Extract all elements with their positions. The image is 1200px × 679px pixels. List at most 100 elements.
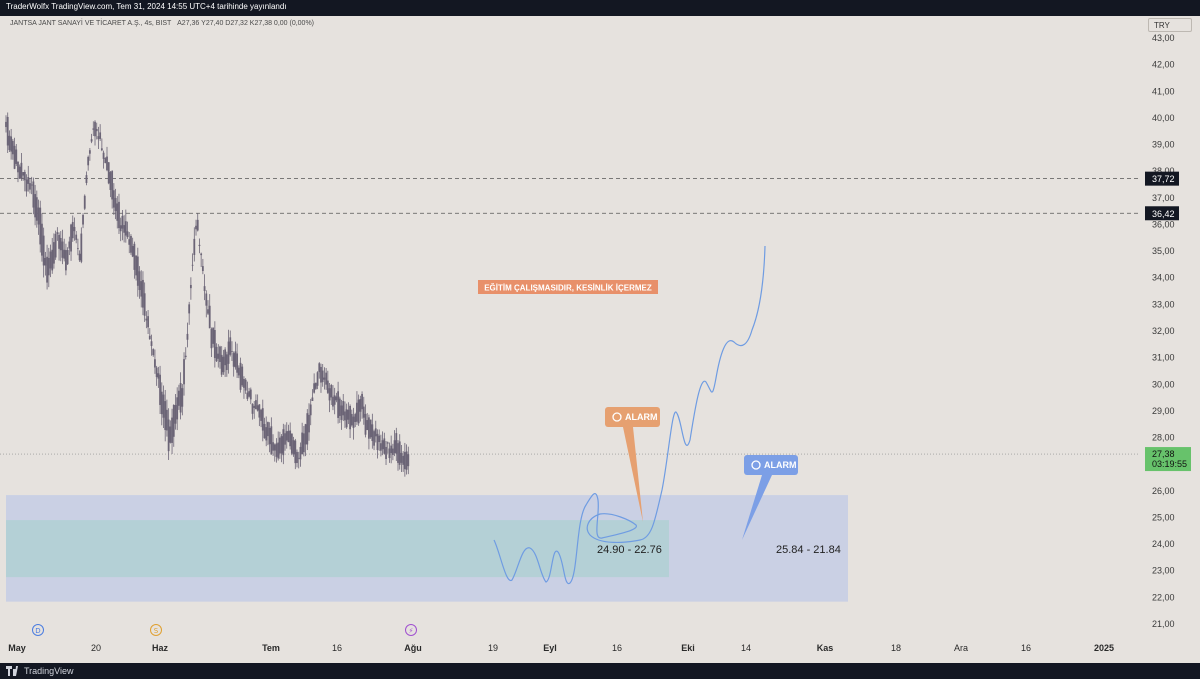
demand-zones [6, 495, 848, 602]
x-tick-label: Ağu [404, 643, 422, 653]
candle-body [49, 251, 52, 269]
candle-body [342, 401, 345, 416]
candle-body [385, 446, 387, 459]
candle-body [198, 244, 201, 247]
candle-body [130, 235, 132, 253]
candle-body [71, 222, 74, 239]
candle-body [135, 255, 138, 276]
candle-body [140, 281, 143, 297]
candle-body [92, 128, 95, 130]
candle-body [201, 266, 204, 271]
price-projection-path[interactable] [493, 245, 766, 585]
candle-body [314, 382, 317, 389]
currency-button[interactable]: TRY [1148, 18, 1192, 32]
alarm-callout[interactable]: ALARM [605, 407, 660, 522]
alarm-callout[interactable]: ALARM [742, 455, 798, 540]
x-tick-label: 18 [891, 643, 901, 653]
candle-body [171, 417, 173, 443]
candle-body [131, 246, 134, 257]
candle-body [59, 237, 62, 251]
candle-body [126, 231, 129, 238]
candle-body [207, 309, 209, 314]
candle-body [80, 233, 83, 262]
candle-body [241, 366, 244, 386]
candle-body [22, 172, 25, 176]
candle-body [297, 457, 300, 459]
candle-body [42, 235, 45, 266]
candle-body [88, 150, 91, 154]
zone-box[interactable] [6, 520, 669, 578]
candle-body [121, 215, 124, 229]
level-price-text: 37,72 [1152, 174, 1175, 184]
candle-body [263, 424, 266, 439]
x-tick-label: 19 [488, 643, 498, 653]
candle-body [292, 440, 295, 455]
candle-body [176, 397, 179, 420]
y-tick-label: 42,00 [1152, 60, 1175, 70]
y-tick-label: 41,00 [1152, 86, 1175, 96]
y-tick-label: 39,00 [1152, 140, 1175, 150]
candle-body [320, 366, 322, 383]
candle-body [111, 171, 114, 200]
candle-body [306, 413, 309, 445]
candle-body [119, 225, 122, 232]
alarm-clock-icon [612, 412, 622, 422]
event-badge[interactable] [405, 624, 417, 636]
candle-body [318, 363, 321, 373]
candle-body [15, 149, 18, 164]
candle-body [35, 197, 38, 221]
candle-body [87, 156, 90, 166]
candle-body [181, 388, 184, 407]
event-badge-text: ⚡ [409, 627, 414, 635]
x-tick-label: Tem [262, 643, 280, 653]
candle-body [294, 440, 297, 464]
candle-body [39, 207, 42, 245]
symbol-name[interactable]: JANTSA JANT SANAYİ VE TİCARET A.Ş., 4s, … [10, 20, 172, 27]
candle-body [272, 442, 274, 451]
candle-body [212, 327, 215, 344]
candle-body [393, 440, 396, 453]
x-tick-label: 16 [332, 643, 342, 653]
candle-body [345, 409, 348, 428]
level-price-tag[interactable] [1145, 171, 1179, 186]
level-price-text: 36,42 [1152, 209, 1175, 219]
candle-body [114, 197, 117, 212]
footer-brand[interactable]: TradingView [24, 666, 74, 676]
x-tick-label: Ara [954, 643, 968, 653]
candle-body [220, 354, 223, 375]
candle-body [142, 279, 144, 308]
candle-body [304, 424, 307, 445]
candle-body [373, 431, 375, 446]
event-badge[interactable] [32, 624, 44, 636]
candle-body [229, 337, 232, 355]
candle-body [296, 451, 298, 464]
candle-body [169, 426, 172, 443]
candle-body [29, 183, 31, 190]
last-price-tag[interactable] [1145, 447, 1191, 472]
candle-body [162, 394, 165, 418]
candle-body [138, 271, 141, 291]
candle-body [203, 286, 206, 291]
projection-drawings [493, 245, 766, 585]
candle-body [232, 353, 235, 367]
candle-body [403, 452, 406, 470]
candle-body [208, 305, 211, 329]
candle-body [270, 426, 273, 454]
candle-body [364, 413, 367, 435]
candle-body [155, 367, 158, 378]
candle-body [227, 341, 230, 364]
y-tick-label: 33,00 [1152, 299, 1175, 309]
candle-body [13, 145, 16, 169]
level-price-tag[interactable] [1145, 206, 1179, 221]
candle-body [20, 162, 23, 179]
candle-body [78, 253, 81, 261]
event-badge[interactable] [150, 624, 162, 636]
candle-body [350, 413, 353, 426]
candle-body [344, 411, 346, 421]
candle-body [11, 140, 14, 155]
y-tick-label: 29,00 [1152, 406, 1175, 416]
candle-body [8, 135, 11, 151]
candle-body [47, 257, 50, 276]
candle-body [118, 201, 120, 229]
